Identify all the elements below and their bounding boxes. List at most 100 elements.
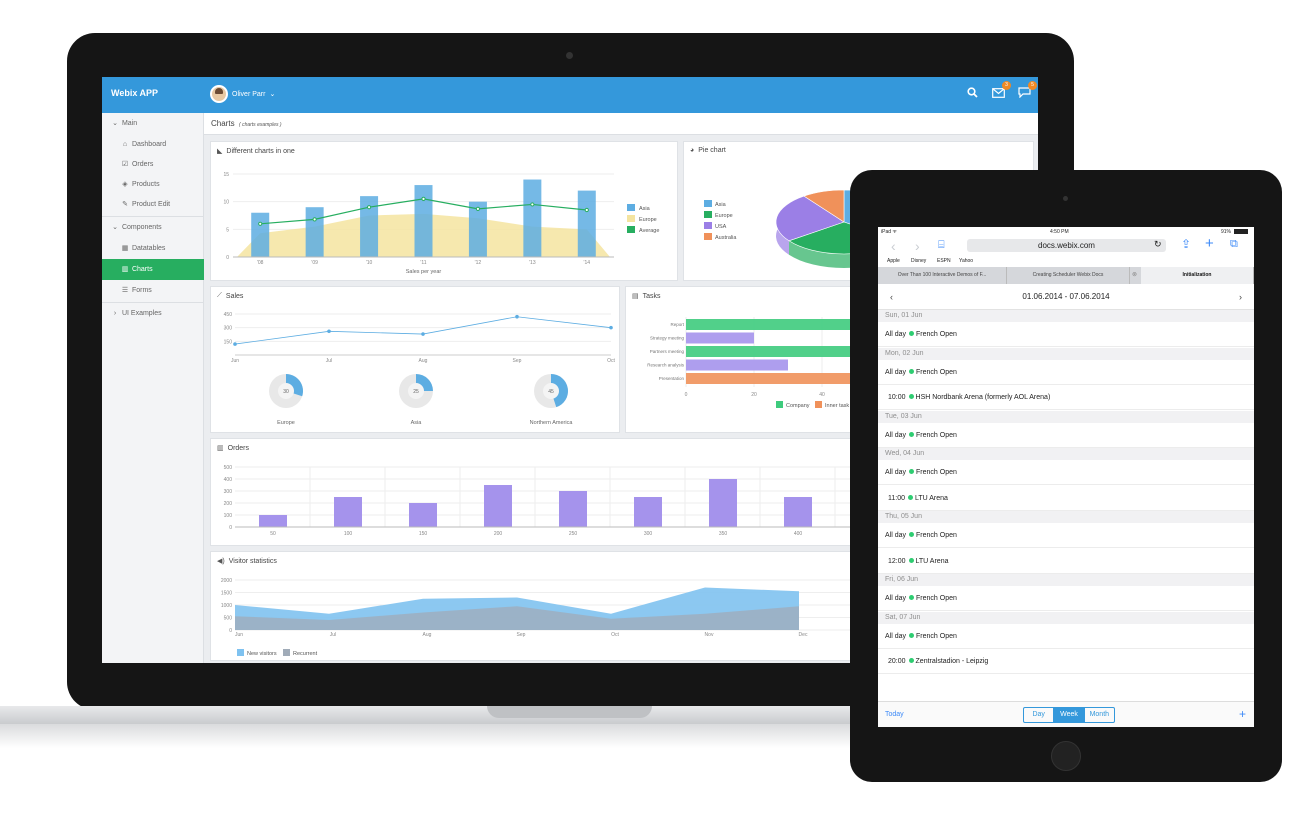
x-tick-label: '09 [311,260,318,266]
event-row[interactable]: All day French Open [878,460,1254,485]
week-view-button[interactable]: Week [1054,708,1085,722]
event-row[interactable]: All day French Open [878,523,1254,548]
chevron-down-icon: ⌄ [112,120,118,127]
x-tick-label: 250 [569,531,578,537]
task-bar [686,346,975,357]
pie-slice [803,189,845,223]
legend-label: Europe [715,213,733,219]
add-event-button[interactable]: + [1238,707,1246,721]
sidebar-item-charts[interactable]: ▥ Charts [102,259,204,280]
donut-hole [408,383,424,399]
browser-tab[interactable]: Creating Scheduler Webix Docs [1007,267,1130,284]
asia-bar [414,185,433,257]
today-button[interactable]: Today [885,711,904,718]
back-icon[interactable]: ‹ [891,238,896,254]
event-row[interactable]: 20:00 Zentralstadion - Leipzig [878,649,1254,674]
y-tick-label: 1000 [221,603,232,609]
average-point [530,202,535,207]
sidebar-group-label: Main [121,120,138,127]
sidebar-item-orders[interactable]: ☑ Orders [102,154,204,175]
next-week-icon[interactable]: › [1239,292,1242,302]
tablet-camera [1063,196,1068,201]
share-icon[interactable]: ⇪ [1181,237,1192,251]
legend-label: Europe [639,217,657,223]
bookmarks-icon[interactable]: ⌸ [938,239,945,251]
sidebar-item-label: Product Edit [131,201,171,208]
edit-icon: ✎ [122,201,128,208]
day-header: Mon, 02 Jun [878,347,1254,360]
event-row[interactable]: All day French Open [878,322,1254,347]
mail-icon[interactable]: 3 [990,81,1011,102]
sidebar-group-ui-examples[interactable]: › UI Examples [102,303,204,324]
legend-swatch [704,233,712,240]
home-button[interactable] [1051,741,1081,771]
bookmark-link[interactable]: ESPN [937,258,951,264]
average-point [366,205,372,210]
forward-icon[interactable]: › [915,238,920,254]
event-time: All day [885,632,907,640]
legend-label: Australia [715,235,737,241]
sidebar-item-products[interactable]: ◈ Products [102,174,204,195]
close-tab-icon[interactable]: ⊗ [1132,272,1138,278]
sidebar-group-label: UI Examples [121,310,162,317]
event-dot [909,368,915,374]
browser-toolbar: ‹ › ⌸ docs.webix.com ↻ ⇪ + ⧉ [878,235,1254,256]
x-tick-label: Dec [799,632,808,638]
bookmark-link[interactable]: Apple [887,258,900,264]
order-bar [784,497,812,527]
browser-tab[interactable]: Over Than 100 Interactive Demos of F... [878,267,1007,284]
day-view-button[interactable]: Day [1024,708,1055,722]
event-row[interactable]: All day French Open [878,423,1254,448]
reload-icon[interactable]: ↻ [1154,239,1162,249]
y-tick-label: 5 [226,227,229,233]
donut-label: Europe [277,420,295,426]
day-header: Fri, 06 Jun [878,574,1254,586]
bookmark-link[interactable]: Disney [911,258,927,264]
sidebar-group-main[interactable]: ⌄ Main [102,113,204,134]
sidebar-item-dashboard[interactable]: ⌂ Dashboard [102,134,204,155]
y-tick-label: 500 [224,616,233,622]
average-point [475,206,481,211]
event-row[interactable]: All day French Open [878,586,1254,611]
y-tick-label: 400 [224,477,233,483]
sales-chart: 450 300 150 Jun Jul Aug Sep Oct 30 Europe 25 Asia 45… [224,312,616,426]
area-chart-icon: ◣ [217,148,223,155]
battery-level: 91% [1221,229,1232,235]
new-tab-icon[interactable]: + [1205,235,1214,252]
event-row[interactable]: 12:00 LTU Arena [878,549,1254,574]
url-bar[interactable]: docs.webix.com [967,239,1166,252]
chevron-down-icon: ⌄ [112,224,118,231]
user-menu[interactable]: Oliver Parr ⌄ [210,85,275,103]
asia-bar [468,201,487,257]
y-tick-label: 15 [223,172,229,178]
event-row[interactable]: 11:00 LTU Arena [878,486,1254,511]
event-row[interactable]: 10:00 HSH Nordbank Arena (formerly AOL Ar… [878,385,1254,410]
top-toolbar: Webix APP Oliver Parr ⌄ 3 5 [102,77,1038,113]
sidebar-item-forms[interactable]: ☰ Forms [102,280,204,301]
tabs-icon[interactable]: ⧉ [1230,238,1238,250]
sidebar-item-datatables[interactable]: ▦ Datatables [102,238,204,259]
sidebar-item-product-edit[interactable]: ✎ Product Edit [102,194,204,215]
legend-swatch [627,215,635,222]
sales-point [327,329,331,334]
app-brand: Webix APP [111,88,159,98]
event-row[interactable]: All day French Open [878,360,1254,385]
pie-slice [775,195,845,242]
line-chart-icon: ⟋ [217,292,222,299]
browser-tab-active[interactable]: Initialization [1141,267,1254,284]
event-row[interactable]: All day French Open [878,624,1254,649]
sales-point [233,342,237,346]
y-tick-label: 300 [224,489,233,495]
sidebar-group-components[interactable]: ⌄ Components [102,217,204,238]
event-title: LTU Arena [915,557,949,565]
event-title: French Open [916,469,957,476]
search-icon[interactable] [964,86,980,102]
x-tick-label: '14 [584,260,591,266]
event-dot [908,394,914,399]
bookmark-link[interactable]: Yahoo [959,258,974,264]
month-view-button[interactable]: Month [1089,711,1110,718]
prev-week-icon[interactable]: ‹ [890,292,893,302]
order-bar [559,491,587,527]
chat-icon[interactable]: 5 [1016,81,1037,102]
sales-point [421,332,425,336]
